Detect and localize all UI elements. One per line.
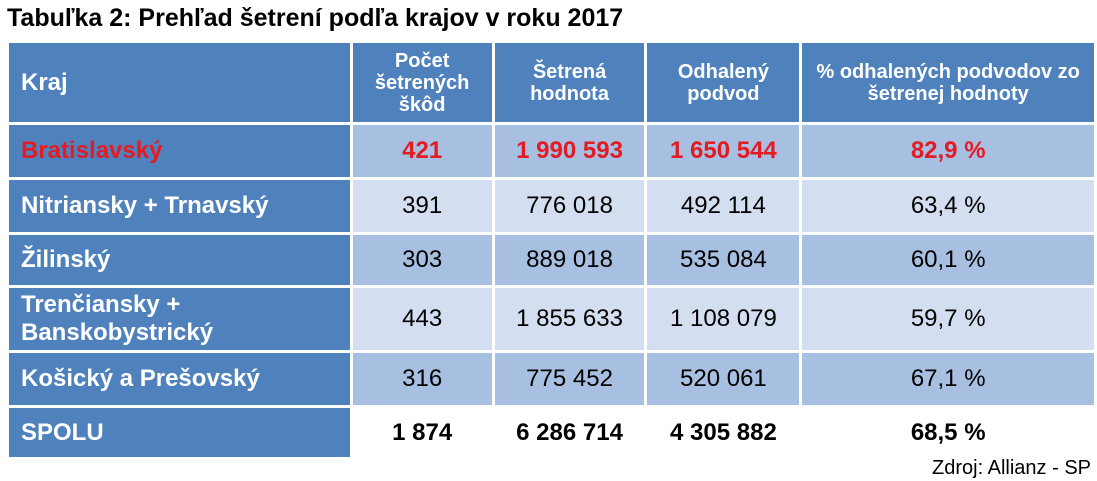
row-label: SPOLU [6, 405, 353, 460]
table-cell: 443 [349, 285, 495, 353]
table-cell: 1 990 593 [491, 122, 648, 180]
table-cell: 391 [349, 177, 495, 235]
table-title: Tabuľka 2: Prehľad šetrení podľa krajov … [7, 4, 624, 32]
table-row: SPOLU 1 874 6 286 714 4 305 882 68,5 % [6, 405, 1097, 460]
table-cell: 68,5 % [799, 405, 1097, 460]
table-cell: 776 018 [491, 177, 648, 235]
table-cell: 60,1 % [799, 232, 1097, 288]
header-cell: Odhalený podvod [644, 40, 803, 125]
header-cell: % odhalených podvodov zo šetrenej hodnot… [799, 40, 1097, 125]
table-cell: 63,4 % [799, 177, 1097, 235]
table-cell: 316 [349, 350, 495, 408]
source-note: Zdroj: Allianz - SP [932, 457, 1091, 479]
row-label: Trenčiansky + Banskobystrický [6, 285, 353, 353]
table-cell: 889 018 [491, 232, 648, 288]
table-cell: 1 108 079 [644, 285, 803, 353]
table-cell: 535 084 [644, 232, 803, 288]
table-cell: 1 855 633 [491, 285, 648, 353]
table-cell: 1 650 544 [644, 122, 803, 180]
header-cell: Kraj [6, 40, 353, 125]
table-cell: 67,1 % [799, 350, 1097, 408]
row-label: Košický a Prešovský [6, 350, 353, 408]
table-row: Košický a Prešovský 316 775 452 520 061 67,1… [6, 350, 1097, 408]
table-row: Nitriansky + Trnavský 391 776 018 492 114 63… [6, 177, 1097, 235]
row-label: Nitriansky + Trnavský [6, 177, 353, 235]
table-cell: 492 114 [644, 177, 803, 235]
table-cell: 4 305 882 [644, 405, 803, 460]
table-cell: 421 [349, 122, 495, 180]
header-cell: Šetrená hodnota [491, 40, 648, 125]
table-body: Bratislavský 421 1 990 593 1 650 544 82,9 % N… [6, 122, 1097, 460]
header-row: Kraj Počet šetrených škôd Šetrená hodnota O… [6, 40, 1097, 125]
table-row: Bratislavský 421 1 990 593 1 650 544 82,9 % [6, 122, 1097, 180]
table-cell: 59,7 % [799, 285, 1097, 353]
table-row: Trenčiansky + Banskobystrický 443 1 855 63… [6, 285, 1097, 353]
table-cell: 775 452 [491, 350, 648, 408]
header-cell: Počet šetrených škôd [349, 40, 495, 125]
table-cell: 1 874 [349, 405, 495, 460]
row-label: Bratislavský [6, 122, 353, 180]
table-row: Žilinský 303 889 018 535 084 60,1 % [6, 232, 1097, 288]
table-cell: 303 [349, 232, 495, 288]
row-label: Žilinský [6, 232, 353, 288]
data-table: Kraj Počet šetrených škôd Šetrená hodnota O… [6, 40, 1097, 460]
table-cell: 82,9 % [799, 122, 1097, 180]
table-cell: 6 286 714 [491, 405, 648, 460]
table-cell: 520 061 [644, 350, 803, 408]
